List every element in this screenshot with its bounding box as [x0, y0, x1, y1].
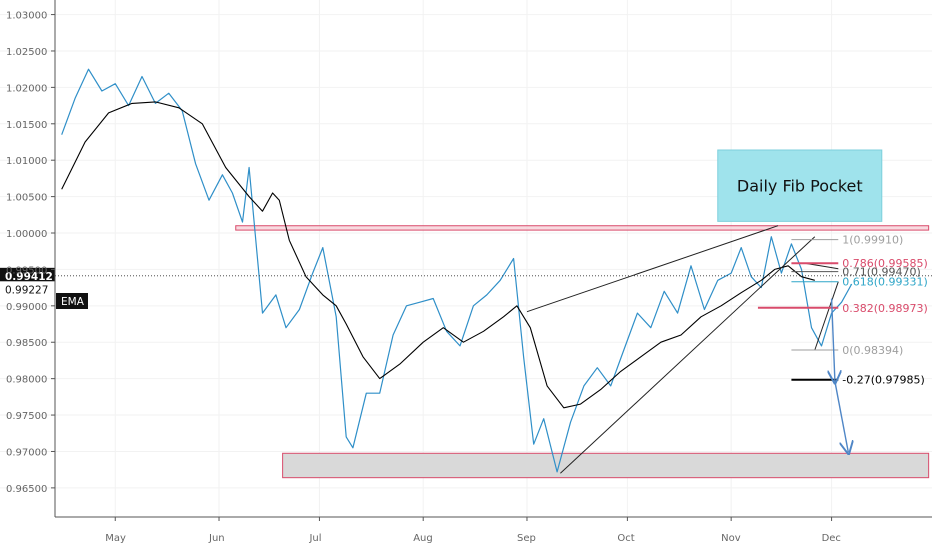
resistance-zone	[235, 225, 930, 231]
price-tick-label: 1.02500	[6, 47, 47, 58]
time-axis[interactable]: May Jun Jul Aug Sep Oct Nov Dec	[55, 516, 932, 544]
projection-arrow	[832, 298, 835, 382]
price-tick-label: 1.01500	[6, 120, 47, 131]
fib-level-label: -0.27(0.97985)	[842, 374, 925, 387]
current-price-label: 0.99412	[5, 271, 53, 283]
price-tick-label: 1.01000	[6, 156, 47, 167]
price-tick-label: 1.00000	[6, 229, 47, 240]
fib-level-label: 0.71(0.99470)	[842, 266, 921, 279]
fib-level-label: 0.382(0.98973)	[842, 302, 928, 315]
projection-arrow	[834, 381, 848, 453]
time-tick-label: Sep	[517, 533, 536, 544]
time-tick-label: May	[105, 533, 126, 544]
price-tick-label: 0.96500	[6, 484, 47, 495]
fib-pocket-label: Daily Fib Pocket	[737, 177, 863, 196]
price-tick-label: 0.99500	[6, 265, 47, 276]
projection-arrows	[832, 298, 849, 453]
price-tick-label: 1.03000	[6, 11, 47, 22]
price-tick-label: 1.00500	[6, 193, 47, 204]
support-zone	[282, 452, 930, 479]
fibonacci-levels: 1(0.99910) 0.786(0.99585)0.71(0.99470)0.6…	[757, 234, 928, 387]
price-line	[61, 68, 853, 473]
second-price-label: 0.99227	[5, 284, 48, 296]
price-tick-label: 0.98500	[6, 338, 47, 349]
trend-line	[526, 225, 779, 313]
fib-level-label: 0.618(0.99331)	[842, 276, 928, 289]
time-tick-label: Aug	[413, 533, 433, 544]
time-tick-label: Jul	[308, 533, 321, 544]
fib-level-label: 0(0.98394)	[842, 344, 903, 357]
trend-line	[804, 262, 839, 270]
price-tick-label: 0.97000	[6, 447, 47, 458]
fib-level-label: 0.786(0.99585)	[842, 257, 928, 270]
trend-line	[814, 281, 839, 351]
ema-legend: EMA	[56, 293, 88, 309]
price-tick-label: 1.02000	[6, 83, 47, 94]
fib-pocket-box	[717, 149, 883, 222]
grid	[0, 0, 932, 517]
time-tick-label: Dec	[822, 533, 841, 544]
fib-level-label: 1(0.99910)	[842, 234, 903, 247]
price-tick-label: 0.99000	[6, 302, 47, 313]
time-tick-label: Jun	[208, 533, 225, 544]
ema-legend-label: EMA	[61, 296, 85, 308]
price-zones	[235, 225, 930, 479]
price-axis[interactable]: 1.03000 1.02500 1.02000 1.01500 1.01000 1.005…	[6, 0, 56, 517]
time-tick-label: Nov	[721, 533, 741, 544]
fib-pocket-annotation: Daily Fib Pocket	[717, 149, 883, 222]
second-price-tag	[0, 281, 55, 298]
price-tick-label: 0.97500	[6, 411, 47, 422]
price-series	[61, 68, 853, 473]
ema-line	[61, 101, 815, 409]
current-price-tag	[0, 267, 55, 284]
time-tick-label: Oct	[617, 533, 634, 544]
ema-legend-box	[56, 293, 88, 309]
price-tick-label: 0.98000	[6, 375, 47, 386]
